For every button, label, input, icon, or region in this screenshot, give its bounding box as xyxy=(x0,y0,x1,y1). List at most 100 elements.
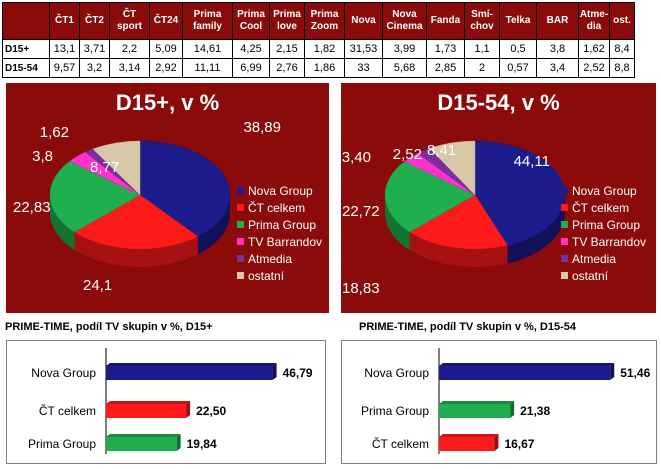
pie-slice xyxy=(92,140,141,196)
bar-top xyxy=(106,363,277,366)
column-header: ost. xyxy=(609,2,635,40)
table-cell: 6,99 xyxy=(232,58,270,78)
legend-swatch xyxy=(561,272,568,279)
pie-slice xyxy=(409,194,508,250)
pie-title: D15+, v % xyxy=(116,90,219,115)
bar-value-label: 22,50 xyxy=(196,404,226,418)
pie-value-label: 3,40 xyxy=(342,149,371,166)
bar-chart-d15plus: Nova Group 46,79 ČT celkem 22,50 Prima Group… xyxy=(6,340,326,464)
table-cell: 3,2 xyxy=(79,58,110,78)
column-header: Prima family xyxy=(182,2,233,40)
bar-category-label: ČT celkem xyxy=(372,436,429,451)
bar xyxy=(439,366,611,380)
bar xyxy=(106,366,273,380)
pie-value-label: 2,52 xyxy=(393,146,422,163)
legend-label: Nova Group xyxy=(248,184,313,198)
table-cell: 0,5 xyxy=(499,39,537,59)
legend-swatch xyxy=(237,255,244,262)
table-cell: 11,11 xyxy=(182,58,233,78)
column-header: Smí-chov xyxy=(464,2,500,40)
legend-swatch xyxy=(237,221,244,228)
legend-label: Prima Group xyxy=(248,218,316,232)
table-row: D15+ 13,1 3,71 2,2 5,09 14,61 4,25 2,15 1,82 31,5… xyxy=(2,39,635,59)
pie-slice-side xyxy=(507,195,565,264)
bar-side xyxy=(186,401,191,418)
legend-swatch xyxy=(237,204,244,211)
table-cell: 8,4 xyxy=(609,39,635,59)
bar-side xyxy=(176,434,181,451)
pie-chart-d15-54: D15-54, v % 44,11 18,83 22,72 3,40 2,52 8,41 No… xyxy=(340,82,657,314)
bar xyxy=(106,437,177,451)
legend-label: ostatní xyxy=(248,269,285,283)
pie-value-label: 8,77 xyxy=(90,159,119,176)
bar xyxy=(106,404,187,418)
legend-swatch xyxy=(237,187,244,194)
column-header: Fanda xyxy=(426,2,465,40)
pie-value-label: 22,83 xyxy=(13,199,51,216)
column-header: Nova xyxy=(344,2,383,40)
pie-value-label: 1,62 xyxy=(40,124,69,141)
table-cell: 3,14 xyxy=(109,58,150,78)
legend-label: ČT celkem xyxy=(248,200,305,215)
bar-value-label: 16,67 xyxy=(504,437,534,451)
pie-value-label: 22,72 xyxy=(342,203,380,220)
pie-slice-side xyxy=(409,232,508,267)
legend-swatch xyxy=(561,221,568,228)
legend-swatch xyxy=(561,255,568,262)
bar-value-label: 21,38 xyxy=(520,404,550,418)
bar-category-label: Prima Group xyxy=(361,404,429,418)
column-header: ČT sport xyxy=(109,2,150,40)
table-cell: 2,92 xyxy=(149,58,183,78)
pie-slice-side xyxy=(74,232,198,267)
table-cell: 4,25 xyxy=(232,39,270,59)
column-header: ČT1 xyxy=(49,2,80,40)
column-header: ČT24 xyxy=(149,2,183,40)
pie-slice xyxy=(384,161,476,233)
bar-side xyxy=(510,401,515,418)
bar-category-label: Nova Group xyxy=(31,366,96,380)
table-cell: 1,86 xyxy=(304,58,345,78)
bar-chart-title-d15-54: PRIME-TIME, podíl TV skupin v %, D15-54 xyxy=(359,321,576,333)
table-cell: 3,4 xyxy=(536,58,579,78)
table-cell: 2,52 xyxy=(578,58,610,78)
table-cell: 2,2 xyxy=(109,39,150,59)
bar-top xyxy=(106,401,191,404)
table-cell: 14,61 xyxy=(182,39,233,59)
bar-chart-title-d15plus: PRIME-TIME, podíl TV skupin v %, D15+ xyxy=(5,321,213,333)
table-cell: 9,57 xyxy=(49,58,80,78)
pie-slice xyxy=(49,160,141,233)
legend-label: TV Barrandov xyxy=(572,235,646,249)
share-table: ČT1 ČT2 ČT sport ČT24 Prima family Prima Cool… xyxy=(2,2,635,78)
table-cell: 33 xyxy=(344,58,383,78)
table-cell: 5,09 xyxy=(149,39,183,59)
column-header: BAR xyxy=(536,2,579,40)
pie-value-label: 8,41 xyxy=(427,142,456,159)
column-header: Prima Zoom xyxy=(304,2,345,40)
table-row: D15-54 9,57 3,2 3,14 2,92 11,11 6,99 2,76 1,86 33… xyxy=(2,58,635,78)
bar-category-label: Nova Group xyxy=(364,366,429,380)
legend-swatch xyxy=(561,204,568,211)
bar xyxy=(439,437,495,451)
bar-category-label: ČT celkem xyxy=(39,403,96,418)
column-header: Telka xyxy=(499,2,537,40)
pie-value-label: 3,8 xyxy=(32,148,53,165)
bar-category-label: Prima Group xyxy=(28,437,96,451)
legend-swatch xyxy=(237,238,244,245)
legend-label: Atmedia xyxy=(572,252,616,266)
bar-chart-d15-54: Nova Group 51,46 Prima Group 21,38 ČT celkem… xyxy=(341,340,657,464)
legend-swatch xyxy=(561,238,568,245)
pie-title: D15-54, v % xyxy=(437,90,559,115)
pie-slice xyxy=(474,140,566,246)
pie-slice xyxy=(73,194,199,250)
bar-side xyxy=(494,434,499,451)
pie-slice xyxy=(139,140,231,237)
column-header: ČT2 xyxy=(79,2,110,40)
table-cell: 8,8 xyxy=(609,58,635,78)
table-cell: 1,73 xyxy=(426,39,465,59)
pie-chart-d15plus: D15+, v % 38,89 24,1 22,83 3,8 1,62 8,77 Nova G… xyxy=(5,82,330,314)
pie-value-label: 38,89 xyxy=(243,119,281,136)
table-cell: 1,62 xyxy=(578,39,610,59)
legend-label: Prima Group xyxy=(572,218,640,232)
bar-top xyxy=(439,434,499,437)
table-cell: 1,1 xyxy=(464,39,500,59)
